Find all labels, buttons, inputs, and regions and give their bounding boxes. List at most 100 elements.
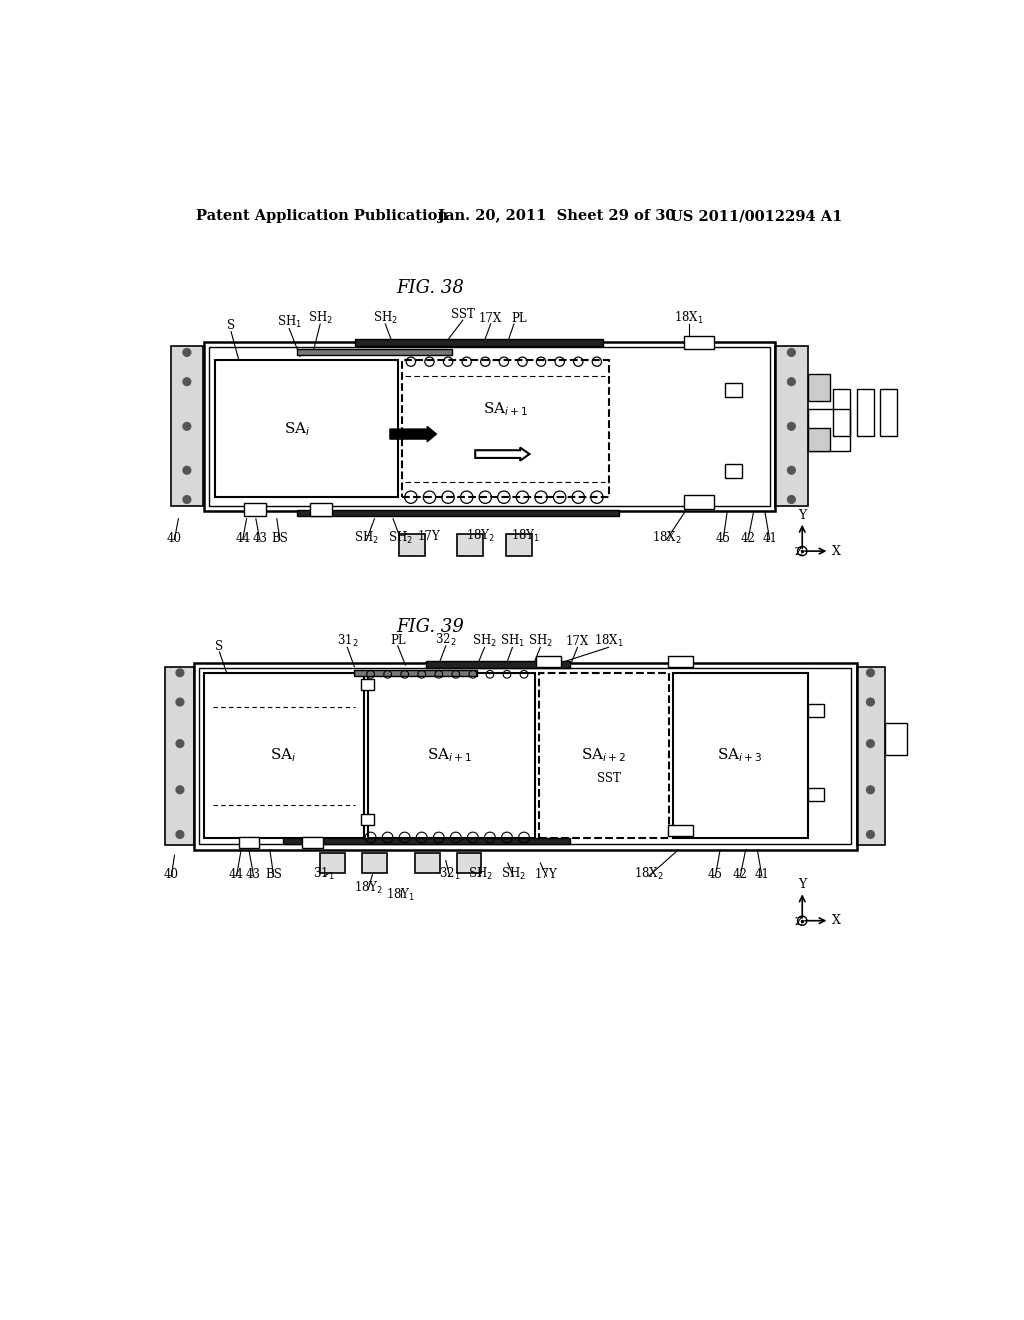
Circle shape [787,466,796,474]
Bar [506,535,531,556]
Text: SST: SST [451,308,475,321]
Bar [669,825,693,836]
Text: SA$_{i+3}$: SA$_{i+3}$ [718,746,763,764]
Text: 18X$_2$: 18X$_2$ [651,529,682,546]
Text: 31$_1$: 31$_1$ [313,866,335,883]
Text: 18X$_1$: 18X$_1$ [674,310,705,326]
Bar [725,383,741,397]
Text: 18X$_2$: 18X$_2$ [634,866,664,883]
Bar [458,535,483,556]
Bar [215,360,397,498]
Bar [204,342,775,511]
Circle shape [787,495,796,503]
Bar [775,346,808,507]
Bar [809,428,830,451]
Circle shape [866,830,874,838]
Circle shape [866,669,874,677]
Text: 18Y$_1$: 18Y$_1$ [386,887,416,903]
Circle shape [176,830,183,838]
Text: SH$_2$: SH$_2$ [354,529,379,546]
Bar [401,360,608,498]
Circle shape [176,698,183,706]
Bar [297,350,452,355]
Bar [537,656,561,667]
Circle shape [176,669,183,677]
Circle shape [176,739,183,747]
Text: Z: Z [795,916,802,927]
Text: BS: BS [271,532,289,545]
Bar [165,668,194,845]
Text: PL: PL [390,634,406,647]
Bar [354,671,477,676]
Bar [194,663,856,850]
Text: SH$_2$: SH$_2$ [373,310,397,326]
Circle shape [176,785,183,793]
Bar [360,678,375,689]
Text: 31$_2$: 31$_2$ [337,634,358,649]
Text: 32$_2$: 32$_2$ [435,631,457,648]
Circle shape [183,422,190,430]
Text: FIG. 38: FIG. 38 [396,279,464,297]
Text: SH$_2$: SH$_2$ [501,866,525,883]
Text: X: X [831,915,841,927]
Bar [321,853,345,873]
Bar [539,673,669,838]
Circle shape [183,466,190,474]
Text: SH$_2$: SH$_2$ [468,866,493,883]
Bar [283,838,569,843]
Bar [360,814,375,825]
Text: 17Y: 17Y [418,531,440,544]
Text: US 2011/0012294 A1: US 2011/0012294 A1 [671,209,843,223]
Text: 18Y$_1$: 18Y$_1$ [511,528,541,544]
Circle shape [787,378,796,385]
Bar [245,503,266,516]
Bar [684,495,714,508]
Text: SH$_2$: SH$_2$ [472,634,497,649]
Bar [457,853,481,873]
Circle shape [183,348,190,356]
Text: 41: 41 [755,869,769,882]
Bar [415,853,439,873]
Text: SA$_i$: SA$_i$ [269,746,296,764]
Text: 44: 44 [229,869,244,882]
Bar [171,346,203,507]
Text: BS: BS [265,869,283,882]
Text: SH$_1$: SH$_1$ [500,634,525,649]
Text: SST: SST [597,772,621,785]
Text: 18Y$_2$: 18Y$_2$ [466,528,496,544]
Circle shape [787,348,796,356]
Bar [204,673,365,838]
Text: 44: 44 [236,532,250,545]
Text: Y: Y [798,508,806,521]
Bar [297,510,618,516]
Bar [310,503,332,516]
Text: SA$_i$: SA$_i$ [284,420,310,437]
Text: 40: 40 [167,532,182,545]
Text: SA$_{i+1}$: SA$_{i+1}$ [482,400,528,417]
Bar [369,673,535,838]
Text: 32$_1$: 32$_1$ [439,866,461,883]
Text: SH$_2$: SH$_2$ [527,634,553,649]
Text: X: X [831,545,841,557]
Bar [856,389,873,436]
Bar [834,389,850,436]
Bar [885,723,907,755]
Bar [399,535,425,556]
Text: 42: 42 [733,869,748,882]
Bar [362,853,387,873]
Bar [880,389,897,436]
Circle shape [866,698,874,706]
Bar [808,409,850,451]
Text: PL: PL [512,312,527,325]
Text: 17Y: 17Y [536,869,558,882]
Bar [669,656,693,667]
Text: 45: 45 [708,869,723,882]
FancyArrow shape [475,447,529,461]
Circle shape [866,739,874,747]
Bar [239,837,259,847]
Bar [209,347,770,506]
Text: SA$_{i+1}$: SA$_{i+1}$ [427,746,472,764]
Bar [809,788,824,801]
Text: 17X: 17X [566,635,589,648]
Circle shape [866,785,874,793]
